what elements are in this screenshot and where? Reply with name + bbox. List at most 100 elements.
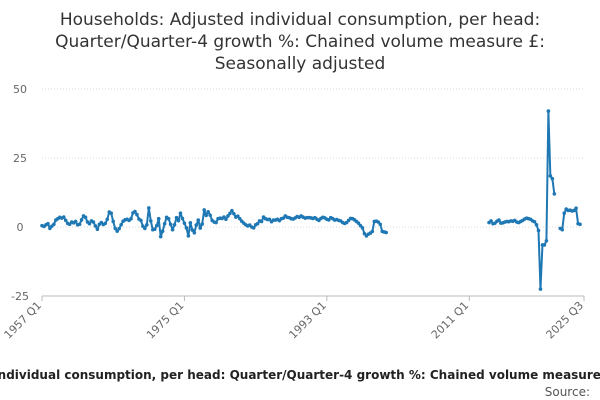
data-point <box>202 208 207 212</box>
data-point <box>267 217 272 222</box>
data-point <box>251 226 256 230</box>
data-point <box>574 206 578 211</box>
data-point <box>226 214 230 218</box>
data-point <box>196 218 201 222</box>
data-point <box>208 213 212 217</box>
x-axis: 1957 Q1 1975 Q1 1993 Q1 2011 Q1 2025 Q3 <box>2 295 587 342</box>
data-point <box>206 210 210 214</box>
data-point <box>172 222 177 227</box>
data-point <box>129 216 133 221</box>
data-point <box>147 206 151 210</box>
data-point <box>91 220 96 224</box>
data-point <box>536 228 541 233</box>
data-point <box>378 222 383 227</box>
data-point <box>133 209 137 214</box>
data-point <box>534 222 539 227</box>
chart-title: Households: Adjusted individual consumpt… <box>55 10 545 74</box>
data-point <box>182 221 187 225</box>
data-point <box>178 211 183 215</box>
data-point <box>162 221 167 226</box>
data-point <box>174 215 179 220</box>
data-point <box>109 211 114 215</box>
data-point <box>180 216 185 221</box>
data-point <box>83 215 88 220</box>
data-series <box>40 109 582 291</box>
data-point <box>176 218 181 223</box>
data-point <box>192 230 197 235</box>
data-point <box>52 222 56 227</box>
data-point <box>489 219 493 223</box>
data-point <box>145 222 149 227</box>
data-point <box>158 234 163 239</box>
data-point <box>497 218 501 222</box>
source-label: Source: <box>545 385 590 399</box>
data-point <box>532 219 537 224</box>
y-tick-label-1: 25 <box>13 152 27 165</box>
chart-title-line-3: Seasonally adjusted <box>215 54 386 74</box>
x-tick-label-4: 2025 Q3 <box>544 299 587 342</box>
data-point <box>79 218 84 222</box>
data-point <box>232 211 236 216</box>
data-point <box>95 227 100 232</box>
data-point <box>160 229 165 233</box>
data-point <box>356 221 361 225</box>
data-point <box>168 222 173 227</box>
data-point <box>115 229 119 233</box>
data-point <box>61 215 66 219</box>
data-point <box>152 227 157 232</box>
x-tick-label-1: 1975 Q1 <box>144 299 187 342</box>
data-point <box>184 226 189 230</box>
chart-footer-caption: Households: Adjusted individual consumpt… <box>0 368 600 382</box>
data-point <box>548 174 553 178</box>
data-point <box>560 227 565 232</box>
data-point <box>550 176 555 181</box>
data-point <box>103 221 108 226</box>
data-point <box>119 222 123 227</box>
y-tick-label-0: 50 <box>13 83 27 96</box>
data-point <box>542 243 547 247</box>
data-point <box>190 228 195 232</box>
data-point <box>117 226 121 231</box>
data-point <box>360 226 365 230</box>
data-point <box>166 216 171 221</box>
data-point <box>111 219 116 224</box>
data-point <box>105 217 110 222</box>
y-axis: 50 25 0 -25 <box>11 83 29 303</box>
data-point <box>186 234 191 238</box>
data-point <box>154 223 159 228</box>
series-line-segment-1 <box>488 110 556 291</box>
data-point <box>135 212 139 217</box>
data-point <box>259 219 264 224</box>
data-point <box>194 223 199 227</box>
data-point <box>578 222 582 227</box>
data-point <box>370 229 375 234</box>
data-point <box>228 211 232 216</box>
data-point <box>200 222 205 226</box>
y-tick-label-3: -25 <box>11 290 29 303</box>
data-point <box>544 239 549 243</box>
gridlines <box>42 88 584 297</box>
chart-title-line-2: Quarter/Quarter-4 growth %: Chained volu… <box>55 32 545 52</box>
data-point <box>93 224 98 228</box>
chart-title-line-1: Households: Adjusted individual consumpt… <box>60 10 540 30</box>
x-tick-label-0: 1957 Q1 <box>2 299 45 342</box>
y-tick-label-2: 0 <box>17 221 24 234</box>
data-point <box>63 218 68 223</box>
data-point <box>73 219 78 224</box>
data-point <box>156 216 161 221</box>
x-tick-label-3: 2011 Q1 <box>429 299 472 342</box>
data-point <box>170 227 175 232</box>
data-point <box>198 226 203 230</box>
data-point <box>148 219 153 223</box>
data-point <box>230 208 234 213</box>
data-point <box>143 226 147 231</box>
data-point <box>546 109 551 113</box>
data-point <box>538 287 543 291</box>
data-point <box>562 211 567 215</box>
data-point <box>214 220 218 225</box>
data-point <box>255 221 260 226</box>
data-point <box>77 222 82 227</box>
data-point <box>552 192 557 196</box>
data-point <box>87 221 92 226</box>
